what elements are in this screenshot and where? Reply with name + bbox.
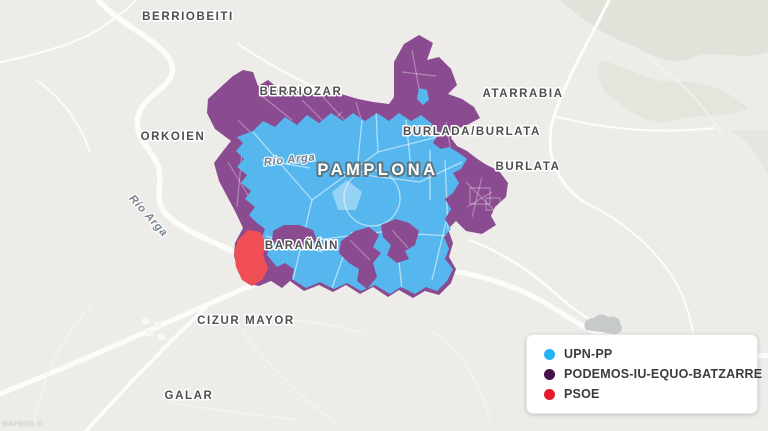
label-burlada-burlata: BURLADA/BURLATA [403, 126, 541, 138]
region-psoe[interactable] [234, 230, 268, 286]
legend-item-psoe: PSOE [527, 384, 757, 404]
label-burlata: BURLATA [495, 161, 560, 173]
region-podemos-south-2[interactable] [381, 219, 419, 263]
place-labels: BERRIOBEITI ORKOIEN BERRIOZAR ATARRABIA … [125, 10, 563, 404]
region-podemos-baranain[interactable] [272, 225, 317, 248]
region-upn-pp-north-patch[interactable] [417, 88, 429, 105]
label-orkoien: ORKOIEN [141, 131, 206, 143]
regions-podemos-south [272, 219, 419, 289]
streets-upn-pp [252, 113, 463, 291]
region-podemos-south-1[interactable] [339, 227, 381, 289]
label-pamplona: PAMPLONA [317, 161, 438, 179]
legend-label-podemos: PODEMOS-IU-EQUO-BATZARRE [564, 367, 763, 381]
label-cizur-mayor: CIZUR MAYOR [197, 315, 295, 327]
terrain-patches [560, 0, 768, 176]
label-galar: GALAR [165, 390, 214, 402]
legend-label-upn-pp: UPN-PP [564, 347, 613, 361]
label-baranain: BARAÑÁIN [265, 239, 339, 252]
legend-item-podemos: PODEMOS-IU-EQUO-BATZARRE [527, 364, 762, 384]
legend-dot-podemos [544, 368, 555, 380]
legend-label-psoe: PSOE [564, 387, 600, 401]
building-cluster [142, 318, 166, 340]
lake-blob [584, 314, 623, 334]
legend: UPN-PP PODEMOS-IU-EQUO-BATZARRE PSOE [526, 334, 762, 414]
map-attribution: MAPBOX © [2, 421, 44, 428]
region-upn-pp-main[interactable] [236, 113, 467, 294]
legend-item-upn-pp: UPN-PP [527, 344, 757, 364]
legend-dot-psoe [544, 388, 555, 400]
label-berriobeiti: BERRIOBEITI [142, 11, 234, 23]
legend-dot-upn-pp [544, 348, 555, 360]
label-atarrabia: ATARRABIA [482, 88, 563, 100]
label-berriozar: BERRIOZAR [260, 86, 343, 98]
